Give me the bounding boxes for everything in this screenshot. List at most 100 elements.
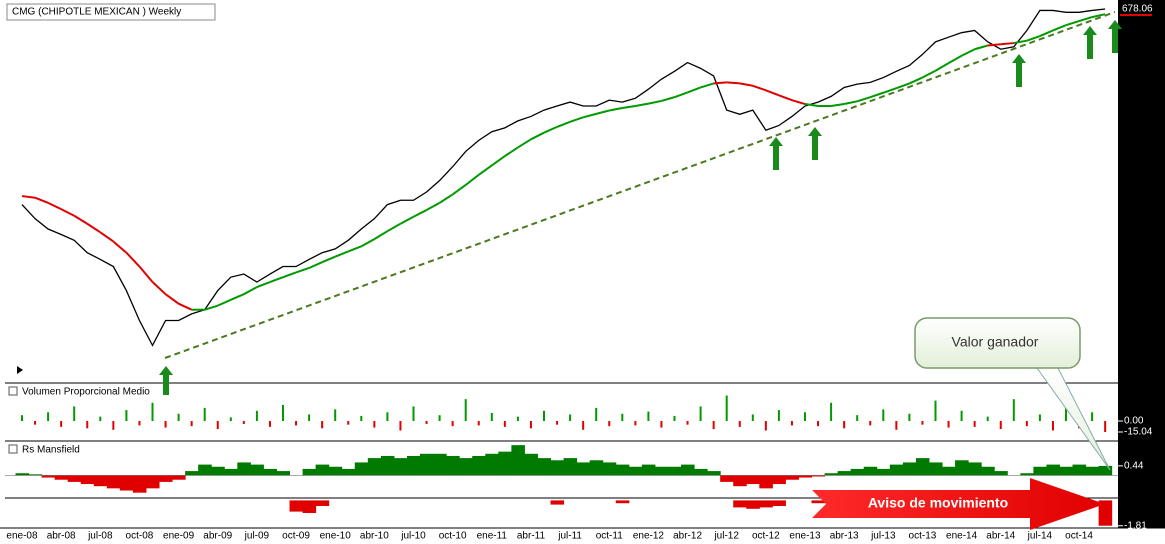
moving-average: [948, 54, 963, 65]
volume-bar: [973, 421, 976, 427]
rs-area: [354, 462, 369, 476]
bar: [746, 500, 760, 509]
rs-area: [1072, 464, 1087, 476]
rs-area: [80, 475, 95, 485]
rs-area: [576, 462, 591, 476]
moving-average: [138, 265, 154, 283]
volume-bar: [164, 421, 167, 428]
moving-average: [869, 91, 884, 99]
callout-box: [914, 317, 1081, 369]
volume-bar: [477, 421, 480, 426]
moving-average: [217, 298, 232, 307]
panel-title: Volumen Proporcional Medio: [22, 387, 150, 398]
bar: [289, 500, 304, 512]
volume-bar: [516, 416, 519, 422]
moving-average: [47, 201, 62, 211]
rs-area: [628, 466, 643, 476]
moving-average: [321, 255, 336, 264]
volume-bar: [99, 416, 102, 422]
play-icon: [17, 366, 23, 374]
moving-average: [465, 174, 480, 186]
volume-bar: [882, 409, 885, 422]
volume-bar: [725, 395, 728, 422]
moving-average: [635, 102, 649, 108]
volume-bar: [817, 421, 820, 427]
moving-average: [399, 215, 414, 225]
warning-text: Aviso de movimiento: [868, 495, 1008, 511]
rs-area: [798, 475, 813, 478]
x-tick-label: ene-12: [633, 531, 665, 542]
volume-bar: [634, 421, 637, 426]
x-tick-label: oct-08: [126, 531, 154, 542]
moving-average: [243, 286, 258, 296]
moving-average: [125, 252, 141, 268]
volume-bar: [334, 409, 337, 422]
moving-average: [517, 138, 532, 149]
rs-area: [955, 460, 969, 476]
moving-average: [256, 281, 271, 289]
moving-average: [908, 76, 923, 85]
x-tick-label: oct-13: [909, 531, 937, 542]
volume-bar: [112, 421, 115, 430]
volume-bar: [242, 421, 245, 424]
value-axis-bg: [1118, 0, 1165, 528]
rs-area: [106, 475, 121, 489]
rs-area: [341, 468, 356, 476]
moving-average: [491, 155, 506, 167]
volume-bar: [790, 421, 793, 426]
volume-bar: [830, 402, 833, 422]
volume-bar: [529, 421, 532, 429]
rs-area: [707, 471, 721, 476]
x-tick-label: abr-10: [360, 531, 389, 542]
moving-average: [73, 214, 88, 225]
arrow: [1108, 20, 1122, 53]
volume-bar: [738, 421, 741, 427]
volume-bar: [216, 421, 219, 430]
volume-bar: [686, 421, 689, 425]
y-tick-label: 0.44: [1124, 461, 1144, 472]
rs-area: [1059, 466, 1074, 476]
volume-bar: [621, 413, 624, 422]
moving-average: [648, 99, 662, 105]
volume-bar: [282, 404, 284, 422]
volume-bar: [777, 410, 780, 422]
volume-bar: [360, 415, 363, 422]
moving-average: [308, 261, 323, 269]
x-tick-label: jul-14: [1027, 531, 1053, 542]
rs-area: [172, 475, 186, 480]
rs-area: [889, 464, 904, 476]
rs-area: [250, 464, 264, 476]
rs-area: [746, 475, 760, 485]
moving-average: [178, 302, 193, 311]
rs-area: [1046, 464, 1060, 476]
rs-area: [315, 464, 330, 476]
volume-bar: [425, 421, 428, 424]
moving-average: [661, 96, 675, 102]
y-tick-label: 0.00: [1124, 416, 1144, 427]
volume-bar: [1012, 399, 1015, 422]
rs-area: [159, 475, 173, 482]
volume-bar: [60, 421, 63, 427]
moving-average: [896, 82, 910, 90]
rs-area: [615, 464, 630, 476]
rs-area: [498, 451, 512, 476]
chart-title: CMG (CHIPOTLE MEXICAN ) Weekly: [12, 7, 181, 18]
moving-average: [882, 87, 897, 94]
arrows: [159, 20, 1122, 395]
volume-bar: [451, 421, 454, 427]
volume-bar: [438, 415, 441, 422]
volume-bar: [960, 410, 963, 422]
rs-area: [759, 475, 773, 489]
moving-average: [961, 48, 976, 57]
rs-area: [550, 460, 565, 476]
last-value-label: 678.06: [1122, 4, 1153, 15]
rs-area: [380, 455, 395, 476]
moving-average: [413, 209, 428, 218]
moving-average: [21, 195, 36, 199]
x-tick-label: oct-11: [596, 531, 623, 542]
moving-average: [934, 62, 950, 72]
x-tick-label: abr-12: [673, 531, 702, 542]
panel-icon: [8, 444, 18, 454]
volume-bar: [490, 413, 493, 422]
moving-average: [204, 304, 219, 311]
